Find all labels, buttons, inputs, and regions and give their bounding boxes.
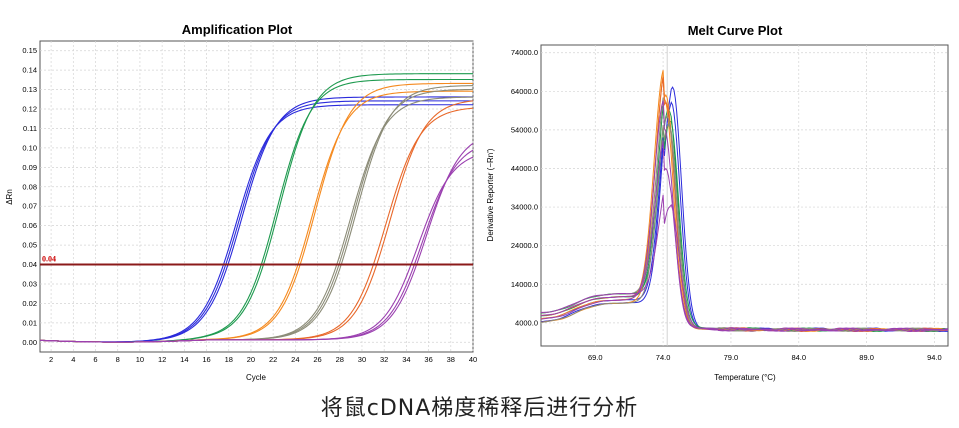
melt-y-tick-label: 4000.0 xyxy=(515,318,538,327)
melt-x-ticks: 69.0 74.0 79.0 84.0 89.0 94.0 xyxy=(588,353,942,362)
amp-y-tick-label: 0.10 xyxy=(22,143,37,152)
amp-plot-area xyxy=(39,40,474,353)
amp-y-axis-label: ΔRn xyxy=(5,189,14,205)
amp-y-tick-label: 0.14 xyxy=(22,66,37,75)
melt-x-tick-label: 74.0 xyxy=(656,353,671,362)
amp-x-tick-label: 34 xyxy=(402,355,410,364)
amp-curves xyxy=(39,73,474,343)
amp-y-tick-label: 0.03 xyxy=(22,279,37,288)
amp-y-ticks: 0.00 0.01 0.02 0.03 0.04 0.05 0.06 0.07 0.08 0.09… xyxy=(22,46,37,347)
melt-y-tick-label: 44000.0 xyxy=(511,164,538,173)
amp-x-tick-label: 36 xyxy=(424,355,432,364)
amp-x-tick-label: 4 xyxy=(71,355,75,364)
amp-x-tick-label: 26 xyxy=(313,355,321,364)
amp-x-tick-label: 24 xyxy=(291,355,299,364)
amp-x-tick-label: 20 xyxy=(247,355,255,364)
amp-y-tick-label: 0.08 xyxy=(22,182,37,191)
melt-y-tick-label: 74000.0 xyxy=(511,48,538,57)
amp-x-tick-label: 2 xyxy=(49,355,53,364)
amp-x-tick-label: 16 xyxy=(202,355,210,364)
threshold-label: 0.04 xyxy=(42,255,56,264)
amp-title: Amplification Plot xyxy=(182,22,293,37)
amp-y-tick-label: 0.05 xyxy=(22,241,37,250)
amp-y-tick-label: 0.11 xyxy=(23,124,37,133)
amp-x-tick-label: 8 xyxy=(116,355,120,364)
melt-curve-plot: Melt Curve Plot 4000.0 14000.0 24000.0 3400… xyxy=(486,23,949,382)
amp-curve-5-2 xyxy=(39,142,474,343)
melt-x-tick-label: 84.0 xyxy=(791,353,806,362)
amp-y-tick-label: 0.04 xyxy=(22,260,37,269)
amp-x-axis-label: Cycle xyxy=(246,373,267,382)
melt-x-tick-label: 69.0 xyxy=(588,353,603,362)
amp-y-tick-label: 0.02 xyxy=(22,299,37,308)
melt-x-axis-label: Temperature (°C) xyxy=(714,373,776,382)
melt-x-tick-label: 94.0 xyxy=(927,353,942,362)
amp-y-tick-label: 0.01 xyxy=(22,318,37,327)
amp-x-tick-label: 14 xyxy=(180,355,188,364)
amp-x-tick-label: 12 xyxy=(158,355,166,364)
amp-y-tick-label: 0.15 xyxy=(22,46,37,55)
amp-x-tick-label: 32 xyxy=(380,355,388,364)
melt-title: Melt Curve Plot xyxy=(688,23,783,38)
melt-y-ticks: 4000.0 14000.0 24000.0 34000.0 44000.0 54000.… xyxy=(511,48,538,327)
amp-y-tick-label: 0.13 xyxy=(22,85,37,94)
melt-y-tick-label: 14000.0 xyxy=(511,280,538,289)
amp-x-tick-label: 28 xyxy=(336,355,344,364)
melt-y-tick-label: 24000.0 xyxy=(511,241,538,250)
amp-x-tick-label: 30 xyxy=(358,355,366,364)
amp-x-tick-label: 22 xyxy=(269,355,277,364)
amp-x-tick-label: 38 xyxy=(447,355,455,364)
amplification-plot: Amplification Plot 0.000.010.020.030.040… xyxy=(5,22,477,382)
amp-x-ticks: 2 4 6 8 10 12 14 16 18 20 22 24 26 28 30 32 34 36 38 40 xyxy=(49,355,477,364)
amp-x-tick-label: 18 xyxy=(225,355,233,364)
melt-curves xyxy=(540,70,949,333)
melt-y-tick-label: 54000.0 xyxy=(511,125,538,134)
melt-y-axis-label: Derivative Reporter (−Rn') xyxy=(486,148,495,241)
melt-curve-11 xyxy=(540,194,949,332)
amp-y-tick-label: 0.00 xyxy=(22,338,37,347)
melt-plot-area xyxy=(540,44,949,347)
figure-caption: 将鼠cDNA梯度稀释后进行分析 xyxy=(320,396,639,421)
amp-y-tick-label: 0.09 xyxy=(22,163,37,172)
melt-y-tick-label: 34000.0 xyxy=(511,203,538,212)
melt-grid xyxy=(541,45,948,346)
melt-y-tick-label: 64000.0 xyxy=(511,87,538,96)
melt-x-tick-label: 89.0 xyxy=(859,353,874,362)
melt-x-tick-label: 79.0 xyxy=(724,353,739,362)
amp-y-tick-label: 0.12 xyxy=(22,105,37,114)
amp-x-tick-label: 40 xyxy=(469,355,477,364)
amp-y-tick-label: 0.07 xyxy=(22,202,37,211)
amp-x-tick-label: 10 xyxy=(136,355,144,364)
amp-y-tick-label: 0.06 xyxy=(22,221,37,230)
amp-x-tick-label: 6 xyxy=(93,355,97,364)
